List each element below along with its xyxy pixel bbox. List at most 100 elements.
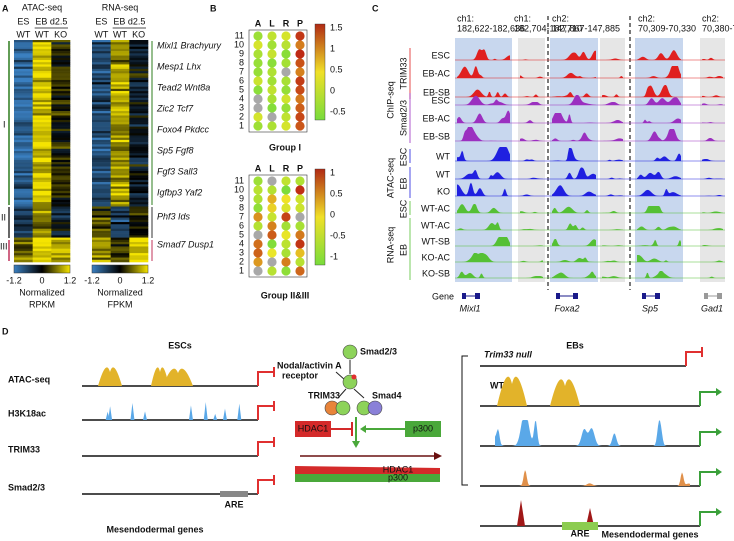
heatmap-cell (129, 104, 149, 107)
arrow-head (352, 441, 360, 448)
heatmap-cell (51, 228, 71, 232)
heatmap-cell (92, 230, 111, 234)
heatmap-cell (110, 122, 130, 125)
group-label: Smad2/3 (398, 100, 408, 136)
heatmap-cell (129, 199, 149, 203)
heatmap-cell (92, 175, 111, 178)
signal-track (552, 239, 596, 246)
heatmap-cell (92, 153, 111, 156)
signal-track (637, 153, 681, 161)
heatmap-cell (129, 131, 149, 134)
heatmap-cell (110, 148, 130, 152)
dot (253, 176, 263, 186)
heatmap-cell (32, 164, 52, 167)
heatmap-cell (51, 133, 71, 136)
signal-track (637, 255, 681, 262)
heatmap-cell (32, 144, 52, 147)
heatmap-cell (129, 137, 149, 141)
gene-label: Tead2 Wnt8a (157, 82, 210, 92)
heatmap-cell (14, 244, 33, 247)
heatmap-cell (51, 222, 71, 225)
heatmap-cell (110, 57, 130, 61)
heatmap-cell (14, 248, 33, 252)
heatmap-cell (51, 119, 71, 123)
gene-exon (655, 293, 660, 299)
signal-track (602, 211, 623, 213)
heatmap-cell (129, 197, 149, 201)
locus-chr: ch2: (702, 13, 719, 23)
heatmap-cell (129, 126, 149, 130)
heatmap-cell (92, 51, 111, 54)
heatmap-cell (51, 102, 71, 105)
peak (105, 411, 110, 420)
heatmap-cell (92, 55, 111, 59)
heatmap-cell (129, 128, 149, 132)
heatmap-cell (92, 122, 111, 125)
heatmap-cell (92, 244, 111, 247)
heatmap-cell (92, 82, 111, 85)
heatmap-cell (129, 188, 149, 192)
heatmap-cell (32, 122, 52, 125)
dot (267, 239, 277, 249)
heatmap-cell (129, 190, 149, 194)
dot (253, 194, 263, 204)
heatmap-cell (14, 155, 33, 158)
node-label: Smad2/3 (360, 346, 397, 356)
signal-track (457, 253, 510, 262)
heatmap-cell (14, 230, 33, 234)
heatmap-cell (51, 242, 71, 245)
peak (98, 367, 122, 386)
heatmap-cell (92, 108, 111, 112)
heatmap-cell (14, 259, 33, 263)
heatmap-cell (110, 182, 130, 185)
heatmap-cell (92, 186, 111, 190)
heatmap-cell (110, 202, 130, 205)
heatmap-cell (129, 99, 149, 103)
dot (267, 185, 277, 195)
column-label: A (255, 18, 262, 28)
signal-track (552, 91, 596, 97)
heatmap-cell (32, 115, 52, 118)
group-label: ESC (398, 147, 408, 166)
row-label: 2 (239, 111, 244, 121)
heatmap-cell (32, 155, 52, 158)
heatmap-cell (92, 253, 111, 256)
dot (253, 212, 263, 222)
heatmap-cell (51, 73, 71, 76)
track-label: ESC (431, 95, 450, 105)
heatmap-cell (110, 253, 130, 256)
heatmap-cell (14, 250, 33, 254)
dot (267, 257, 277, 267)
heatmap-cell (32, 213, 52, 216)
dot (267, 76, 277, 86)
dot (281, 248, 291, 258)
heatmap-cell (51, 202, 71, 205)
heatmap-cell (92, 119, 111, 123)
signal-track (552, 206, 596, 213)
dot (267, 112, 277, 122)
heatmap-cell (14, 157, 33, 161)
track-label: WT-AC (421, 203, 450, 213)
footer: Mesendodermal genes (601, 529, 698, 539)
heatmap-cell (129, 68, 149, 72)
heatmap-cell (51, 66, 71, 70)
heatmap-cell (110, 204, 130, 207)
heatmap-cell (92, 44, 111, 47)
heatmap-cell (32, 193, 52, 196)
dot (295, 58, 305, 68)
heatmap-cell (110, 224, 130, 227)
signal-track (552, 167, 596, 179)
gene-exon (556, 293, 560, 299)
heatmap-cell (92, 206, 111, 210)
heatmap-cell (110, 175, 130, 178)
heatmap-cell (32, 59, 52, 63)
dot (253, 121, 263, 131)
heatmap-cell (51, 111, 71, 114)
heatmap-cell (32, 68, 52, 72)
heatmap-cell (92, 117, 111, 121)
heatmap-cell (51, 62, 71, 65)
heatmap-cell (129, 170, 149, 174)
heatmap-cell (32, 226, 52, 229)
heatmap-cell (92, 155, 111, 158)
heatmap-cell (129, 57, 149, 61)
